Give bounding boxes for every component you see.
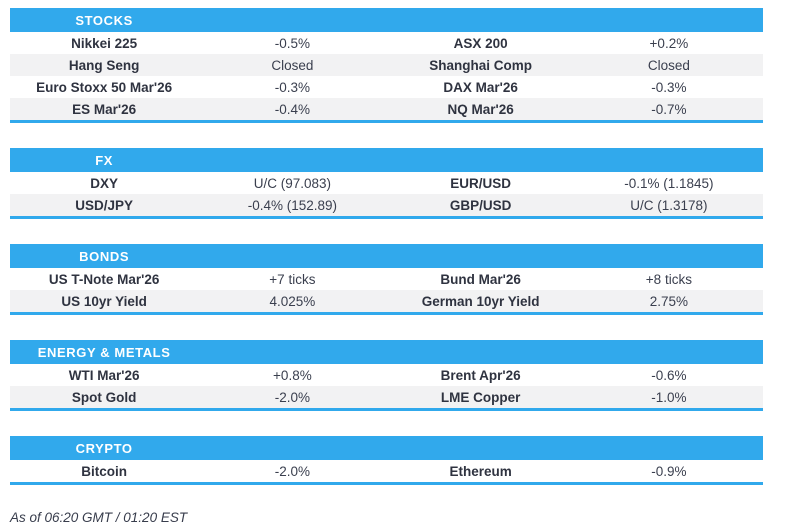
- instrument-value: -2.0%: [274, 463, 311, 479]
- section-header-bar: BONDS: [10, 244, 763, 268]
- instrument-name: Shanghai Comp: [429, 57, 532, 73]
- instrument-name: German 10yr Yield: [421, 293, 540, 309]
- instrument-value: +0.2%: [649, 35, 689, 51]
- instrument-value: -0.7%: [651, 101, 687, 117]
- instrument-value: U/C (1.3178): [630, 197, 708, 213]
- section-bonds: BONDS US T-Note Mar'26 +7 ticks Bund Mar…: [10, 244, 763, 315]
- instrument-value: U/C (97.083): [253, 175, 332, 191]
- instrument-name: NQ Mar'26: [447, 101, 514, 117]
- instrument-name: Brent Apr'26: [440, 367, 521, 383]
- section-stocks: STOCKS Nikkei 225 -0.5% ASX 200 +0.2% Ha…: [10, 8, 763, 123]
- instrument-value: -0.3%: [651, 79, 687, 95]
- table-row: DXY U/C (97.083) EUR/USD -0.1% (1.1845): [10, 172, 763, 194]
- section-header-bar: STOCKS: [10, 8, 763, 32]
- table-row: ES Mar'26 -0.4% NQ Mar'26 -0.7%: [10, 98, 763, 120]
- instrument-value: -0.6%: [651, 367, 687, 383]
- section-crypto: CRYPTO Bitcoin -2.0% Ethereum -0.9%: [10, 436, 763, 485]
- instrument-value: 2.75%: [649, 293, 689, 309]
- section-energy-metals: ENERGY & METALS WTI Mar'26 +0.8% Brent A…: [10, 340, 763, 411]
- instrument-name: Euro Stoxx 50 Mar'26: [36, 79, 173, 95]
- instrument-value: -0.4% (152.89): [247, 197, 338, 213]
- instrument-value: Closed: [271, 57, 314, 73]
- instrument-name: US 10yr Yield: [61, 293, 147, 309]
- instrument-name: ES Mar'26: [72, 101, 137, 117]
- section-rows: DXY U/C (97.083) EUR/USD -0.1% (1.1845) …: [10, 172, 763, 216]
- table-row: Nikkei 225 -0.5% ASX 200 +0.2%: [10, 32, 763, 54]
- instrument-value: 4.025%: [269, 293, 316, 309]
- instrument-name: Ethereum: [449, 463, 512, 479]
- section-fx: FX DXY U/C (97.083) EUR/USD -0.1% (1.184…: [10, 148, 763, 219]
- table-row: Euro Stoxx 50 Mar'26 -0.3% DAX Mar'26 -0…: [10, 76, 763, 98]
- instrument-value: -0.4%: [274, 101, 311, 117]
- instrument-value: -2.0%: [274, 389, 311, 405]
- instrument-value: -0.3%: [274, 79, 311, 95]
- instrument-value: +7 ticks: [269, 271, 316, 287]
- instrument-value: Closed: [647, 57, 690, 73]
- section-header-bar: FX: [10, 148, 763, 172]
- table-row: USD/JPY -0.4% (152.89) GBP/USD U/C (1.31…: [10, 194, 763, 216]
- instrument-name: Bund Mar'26: [440, 271, 521, 287]
- section-rows: US T-Note Mar'26 +7 ticks Bund Mar'26 +8…: [10, 268, 763, 312]
- instrument-value: -1.0%: [651, 389, 687, 405]
- table-row: Hang Seng Closed Shanghai Comp Closed: [10, 54, 763, 76]
- instrument-value: -0.1% (1.1845): [624, 175, 714, 191]
- section-title: STOCKS: [75, 12, 133, 28]
- table-row: Spot Gold -2.0% LME Copper -1.0%: [10, 386, 763, 408]
- market-summary-table: STOCKS Nikkei 225 -0.5% ASX 200 +0.2% Ha…: [10, 8, 763, 485]
- section-title: FX: [95, 152, 114, 168]
- section-title: ENERGY & METALS: [37, 344, 171, 360]
- section-title: CRYPTO: [75, 440, 133, 456]
- table-row: US 10yr Yield 4.025% German 10yr Yield 2…: [10, 290, 763, 312]
- table-row: Bitcoin -2.0% Ethereum -0.9%: [10, 460, 763, 482]
- instrument-name: WTI Mar'26: [68, 367, 140, 383]
- section-header-bar: ENERGY & METALS: [10, 340, 763, 364]
- section-title: BONDS: [79, 248, 130, 264]
- instrument-name: USD/JPY: [75, 197, 134, 213]
- instrument-name: ASX 200: [453, 35, 508, 51]
- section-rows: Bitcoin -2.0% Ethereum -0.9%: [10, 460, 763, 482]
- as-of-timestamp: As of 06:20 GMT / 01:20 EST: [10, 510, 188, 522]
- instrument-name: US T-Note Mar'26: [48, 271, 160, 287]
- table-row: US T-Note Mar'26 +7 ticks Bund Mar'26 +8…: [10, 268, 763, 290]
- instrument-value: -0.5%: [274, 35, 311, 51]
- instrument-name: Nikkei 225: [71, 35, 138, 51]
- instrument-name: DAX Mar'26: [443, 79, 518, 95]
- section-header-bar: CRYPTO: [10, 436, 763, 460]
- instrument-name: Spot Gold: [71, 389, 137, 405]
- instrument-name: LME Copper: [440, 389, 521, 405]
- instrument-name: Bitcoin: [81, 463, 127, 479]
- instrument-name: GBP/USD: [449, 197, 512, 213]
- section-rows: Nikkei 225 -0.5% ASX 200 +0.2% Hang Seng…: [10, 32, 763, 120]
- instrument-name: Hang Seng: [68, 57, 140, 73]
- instrument-value: -0.9%: [651, 463, 687, 479]
- instrument-name: DXY: [90, 175, 118, 191]
- instrument-value: +0.8%: [273, 367, 312, 383]
- section-rows: WTI Mar'26 +0.8% Brent Apr'26 -0.6% Spot…: [10, 364, 763, 408]
- table-row: WTI Mar'26 +0.8% Brent Apr'26 -0.6%: [10, 364, 763, 386]
- instrument-name: EUR/USD: [450, 175, 511, 191]
- instrument-value: +8 ticks: [645, 271, 692, 287]
